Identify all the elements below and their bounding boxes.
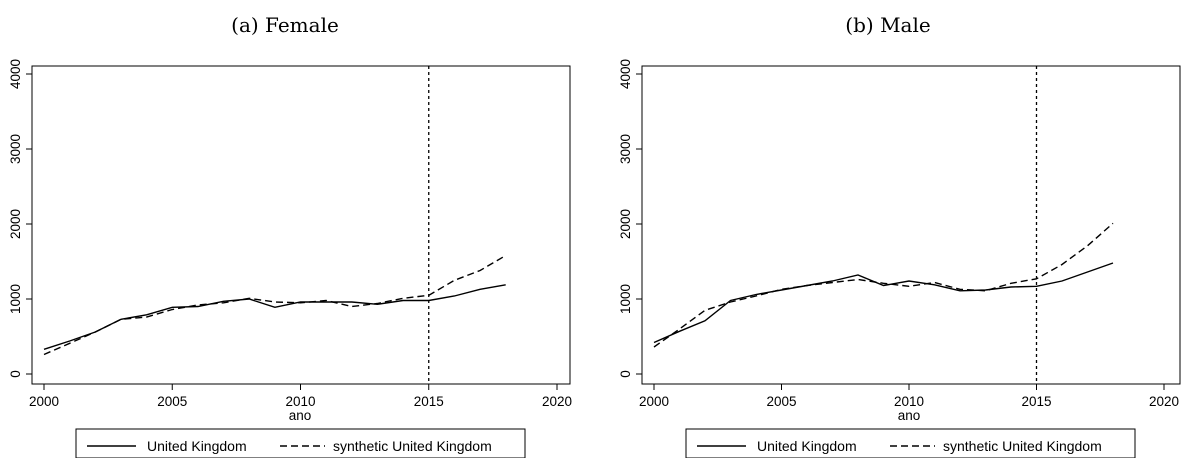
y-axis: 0 1000 2000 3000 4000 [8,59,32,378]
legend-label-united-kingdom: United Kingdom [757,438,857,454]
series-united-kingdom [43,284,506,350]
y-tick-label-0: 0 [618,370,633,378]
y-tick-label-3000: 3000 [8,134,23,164]
x-tick-label-2015: 2015 [414,394,444,409]
x-axis: 2000 2005 2010 2015 2020 [29,384,572,409]
x-axis-label: ano [289,408,312,423]
y-tick-label-1000: 1000 [618,284,633,314]
panel-male: (b) Male 2000 2005 2010 2015 2020 0 1000 2000 3… [618,13,1181,458]
y-tick-label-1000: 1000 [8,284,23,314]
x-tick-label-2005: 2005 [157,394,187,409]
legend-frame [75,428,526,458]
y-tick-label-0: 0 [8,370,23,378]
x-tick-label-2015: 2015 [1021,394,1051,409]
legend-label-synthetic-united-kingdom: synthetic United Kingdom [333,438,492,454]
x-tick-label-2020: 2020 [542,394,572,409]
x-tick-label-2010: 2010 [285,394,315,409]
legend: United Kingdom synthetic United Kingdom [75,428,526,458]
legend-label-synthetic-united-kingdom: synthetic United Kingdom [943,438,1102,454]
series-synthetic-united-kingdom [653,222,1114,348]
panel-title: (a) Female [231,13,339,37]
panel-title: (b) Male [845,13,930,37]
y-axis: 0 1000 2000 3000 4000 [618,59,642,378]
series-synthetic-united-kingdom [43,254,507,356]
panel-female: (a) Female 2000 2005 2010 2015 2020 0 1000 200… [8,13,572,458]
y-tick-label-4000: 4000 [618,59,633,89]
x-axis-label: ano [898,408,921,423]
x-tick-label-2000: 2000 [639,394,669,409]
y-tick-label-2000: 2000 [618,209,633,239]
plot-frame [31,65,571,385]
plot-frame [641,65,1181,385]
x-tick-label-2010: 2010 [894,394,924,409]
y-tick-label-3000: 3000 [618,134,633,164]
x-tick-label-2005: 2005 [766,394,796,409]
y-tick-label-2000: 2000 [8,209,23,239]
legend-frame [685,428,1136,458]
x-tick-label-2020: 2020 [1149,394,1179,409]
x-axis: 2000 2005 2010 2015 2020 [639,384,1179,409]
legend: United Kingdom synthetic United Kingdom [685,428,1136,458]
legend-label-united-kingdom: United Kingdom [147,438,247,454]
x-tick-label-2000: 2000 [29,394,59,409]
series-united-kingdom [653,262,1114,344]
y-tick-label-4000: 4000 [8,59,23,89]
